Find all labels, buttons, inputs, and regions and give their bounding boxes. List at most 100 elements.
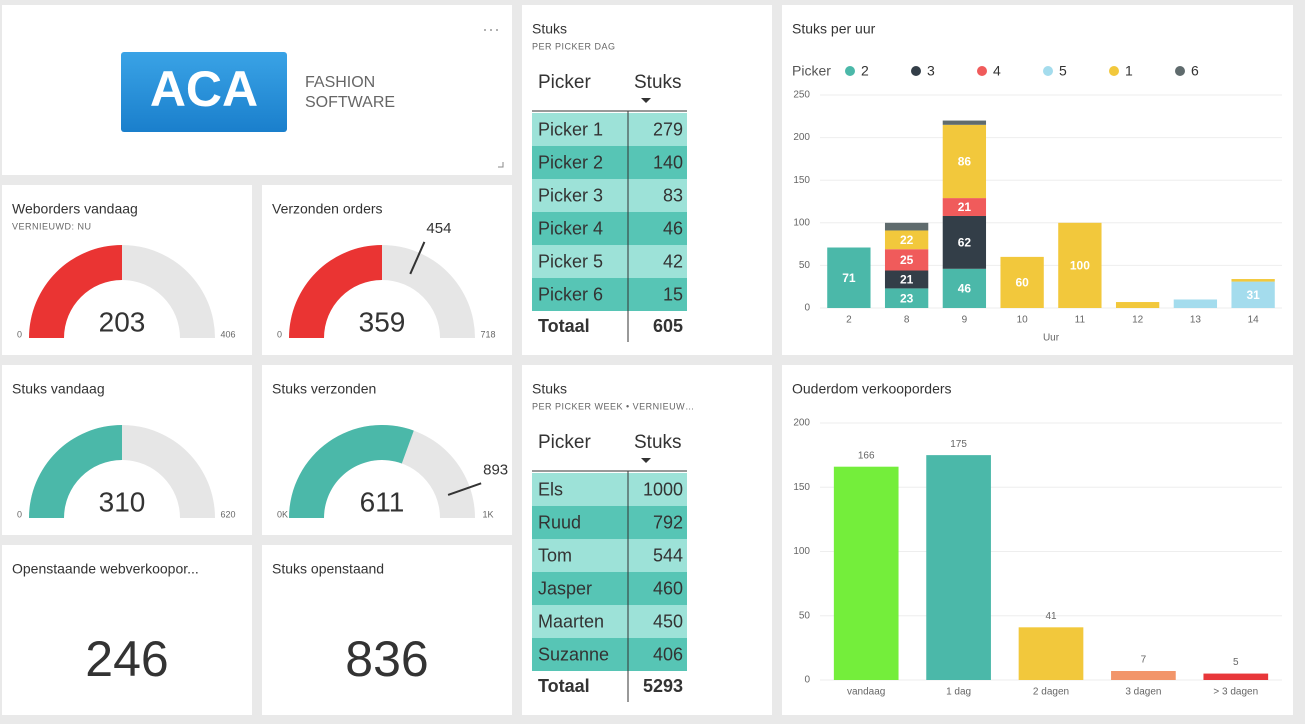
total-cell: 5293	[643, 676, 683, 696]
bar-segment	[1231, 279, 1275, 282]
table-row	[532, 278, 687, 311]
x-tick-label: 13	[1190, 315, 1202, 326]
tile-title: Stuks	[532, 381, 567, 397]
gauge-value	[289, 425, 414, 518]
column-header: Picker	[538, 72, 591, 93]
bar-segment	[942, 268, 987, 308]
table-row	[532, 605, 687, 638]
tile	[262, 545, 512, 715]
table-row	[532, 638, 687, 671]
gauge-min: 0K	[277, 509, 288, 519]
chart-title: Ouderdom verkooporders	[792, 381, 952, 397]
tile-title: Stuks verzonden	[272, 381, 376, 397]
cell: 279	[653, 119, 683, 139]
y-tick-label: 50	[799, 260, 811, 271]
total-cell: 605	[653, 316, 683, 336]
gauge-value-label: 611	[360, 486, 405, 517]
legend-marker	[845, 66, 855, 76]
legend-label: 2	[861, 63, 869, 79]
data-label: 31	[1246, 288, 1260, 302]
cell: 544	[653, 545, 683, 565]
tile-subtitle: VERNIEUWD: NU	[12, 221, 92, 231]
y-tick-label: 0	[804, 675, 810, 686]
bar	[833, 466, 899, 680]
cell: 83	[663, 185, 683, 205]
data-label: 7	[1141, 655, 1147, 666]
gauge-value	[29, 245, 122, 338]
data-label: 22	[900, 233, 914, 247]
cell: 1000	[643, 479, 683, 499]
cell: 140	[653, 152, 683, 172]
x-tick-label: 9	[962, 315, 968, 326]
card-value: 836	[345, 631, 428, 687]
x-tick-label: 1 dag	[946, 687, 971, 698]
gauge-max: 718	[480, 329, 495, 339]
data-label: 25	[900, 253, 914, 267]
tile-title: Stuks vandaag	[12, 381, 105, 397]
bar-segment	[942, 198, 987, 216]
total-cell: Totaal	[538, 676, 590, 696]
column-header: Stuks	[634, 432, 682, 453]
table-row	[532, 113, 687, 146]
bar-segment	[884, 270, 929, 289]
y-tick-label: 200	[793, 418, 810, 429]
x-tick-label: 8	[904, 315, 910, 326]
legend-label: 6	[1191, 63, 1199, 79]
bar-segment	[1058, 222, 1102, 308]
gauge-target-label: 454	[426, 220, 451, 237]
gauge-target	[409, 241, 426, 275]
cell: Picker 2	[538, 152, 603, 172]
data-label: 23	[900, 291, 914, 305]
table-row	[532, 572, 687, 605]
x-tick-label: vandaag	[847, 687, 885, 698]
tile-subtitle: PER PICKER DAG	[532, 41, 616, 51]
tile-title: Stuks openstaand	[272, 561, 384, 577]
card-value: 246	[85, 631, 168, 687]
cell: Els	[538, 479, 563, 499]
data-label: 21	[900, 273, 914, 287]
gauge-value-label: 310	[99, 486, 146, 517]
data-label: 62	[958, 236, 972, 250]
data-label: 175	[950, 439, 967, 450]
logo-line: SOFTWARE	[305, 94, 395, 111]
bar	[1203, 673, 1269, 680]
legend-marker	[1043, 66, 1053, 76]
gauge-max: 406	[220, 329, 235, 339]
more-menu[interactable]	[484, 29, 498, 31]
y-tick-label: 250	[793, 90, 810, 101]
cell: 406	[653, 644, 683, 664]
table-row	[532, 212, 687, 245]
cell: 46	[663, 218, 683, 238]
bar-segment	[1000, 256, 1044, 308]
x-tick-label: 10	[1017, 315, 1029, 326]
table-row	[532, 506, 687, 539]
column-header: Stuks	[634, 72, 682, 93]
y-tick-label: 50	[799, 610, 811, 621]
logo-line: FASHION	[305, 74, 375, 91]
data-label: 100	[1070, 259, 1090, 273]
tile-title: Weborders vandaag	[12, 201, 138, 217]
gauge-max: 1K	[482, 509, 493, 519]
cell: Picker 1	[538, 119, 603, 139]
gauge-target-label: 893	[483, 461, 508, 478]
bar-segment	[884, 230, 929, 250]
data-label: 21	[958, 200, 972, 214]
x-tick-label: 2 dagen	[1033, 687, 1069, 698]
y-tick-label: 0	[804, 303, 810, 314]
data-label: 166	[858, 450, 875, 461]
cell: 450	[653, 611, 683, 631]
data-label: 71	[842, 271, 856, 285]
x-tick-label: 14	[1248, 315, 1260, 326]
cell: Picker 5	[538, 251, 603, 271]
x-tick-label: 12	[1132, 315, 1144, 326]
y-tick-label: 150	[793, 482, 810, 493]
cell: 15	[663, 284, 683, 304]
bar-segment	[1231, 281, 1275, 308]
legend-marker	[1175, 66, 1185, 76]
bar-segment	[884, 222, 929, 231]
table-row	[532, 146, 687, 179]
y-tick-label: 200	[793, 132, 810, 143]
x-tick-label: > 3 dagen	[1213, 687, 1258, 698]
legend-title: Picker	[792, 63, 831, 79]
